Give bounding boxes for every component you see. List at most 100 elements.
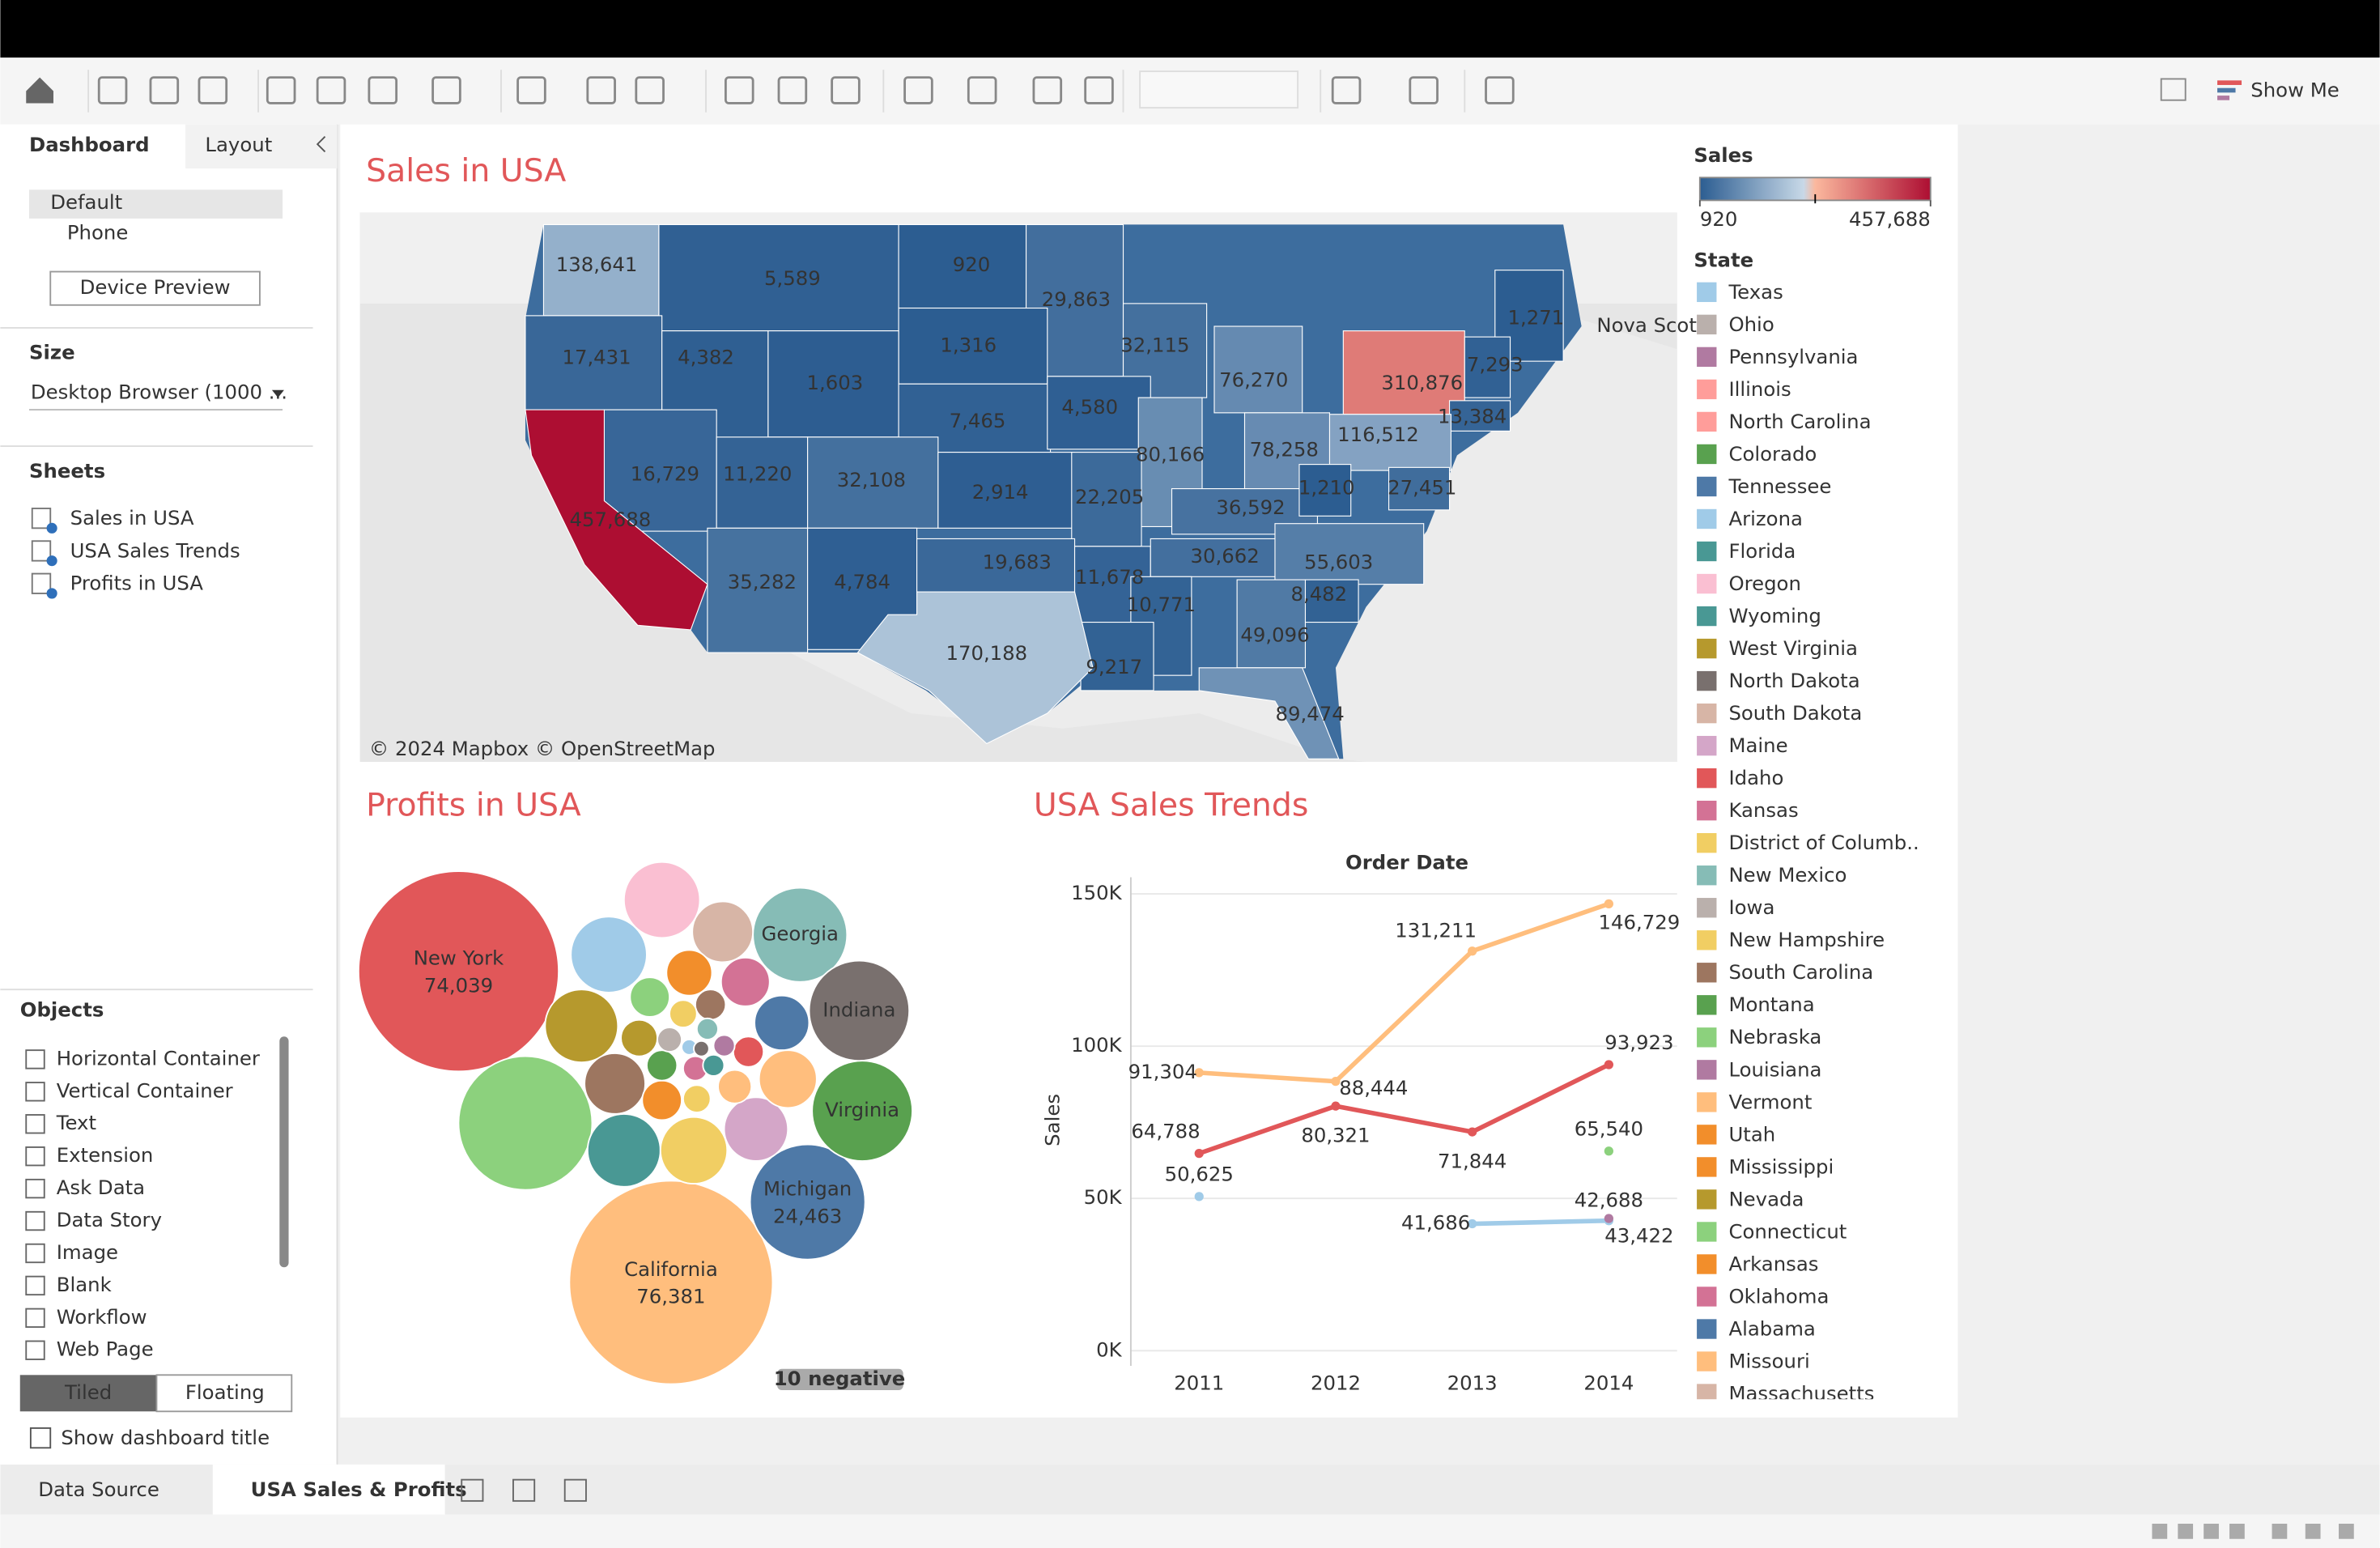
state-region[interactable]: [1080, 621, 1154, 691]
state-region[interactable]: [916, 538, 1076, 593]
bubble[interactable]: [811, 1060, 914, 1163]
bubble[interactable]: [665, 949, 713, 997]
data-point[interactable]: [1604, 1060, 1613, 1070]
state-region[interactable]: [898, 223, 1027, 309]
legend-item[interactable]: Montana: [1728, 993, 1814, 1016]
legend-item[interactable]: West Virginia: [1728, 636, 1857, 660]
toolbar-button[interactable]: [635, 76, 665, 104]
legend-item[interactable]: Nebraska: [1728, 1025, 1821, 1048]
bubble[interactable]: [720, 956, 771, 1007]
show-title-option[interactable]: Show dashboard title: [61, 1426, 270, 1449]
data-point[interactable]: [1468, 946, 1477, 956]
bubble[interactable]: [754, 994, 810, 1052]
active-tab[interactable]: [212, 1464, 445, 1515]
legend-item[interactable]: Arkansas: [1728, 1252, 1818, 1275]
bubble[interactable]: [712, 1034, 736, 1057]
toolbar-button[interactable]: [1032, 76, 1063, 104]
legend-item[interactable]: District of Columb..: [1728, 831, 1919, 854]
state-region[interactable]: [1071, 452, 1142, 547]
legend-item[interactable]: Iowa: [1728, 895, 1774, 919]
data-point[interactable]: [1604, 1214, 1613, 1223]
layout-tab[interactable]: [185, 124, 338, 169]
legend-item[interactable]: North Dakota: [1728, 669, 1859, 692]
bubble[interactable]: [357, 870, 560, 1073]
legend-item[interactable]: Massachusetts: [1728, 1381, 1874, 1405]
state-region[interactable]: [716, 436, 809, 529]
checkbox[interactable]: [29, 1427, 52, 1449]
bubble[interactable]: [570, 916, 648, 993]
state-region[interactable]: [1342, 330, 1465, 415]
object-item[interactable]: Text: [56, 1111, 96, 1134]
legend-item[interactable]: Maine: [1728, 734, 1787, 757]
object-item[interactable]: Workflow: [57, 1305, 147, 1329]
status-control[interactable]: [2178, 1524, 2194, 1539]
object-item[interactable]: Web Page: [57, 1337, 154, 1361]
toolbar-button[interactable]: [967, 76, 997, 104]
status-control[interactable]: [2272, 1524, 2288, 1539]
sheet-item[interactable]: USA Sales Trends: [70, 538, 240, 562]
legend-item[interactable]: Pennsylvania: [1728, 345, 1858, 368]
object-item[interactable]: Image: [57, 1240, 118, 1264]
legend-item[interactable]: Idaho: [1728, 766, 1783, 789]
status-control[interactable]: [2339, 1524, 2354, 1539]
data-point[interactable]: [1194, 1068, 1204, 1078]
state-region[interactable]: [1328, 414, 1451, 471]
state-region[interactable]: [856, 591, 1094, 745]
bubble[interactable]: [717, 1069, 753, 1104]
object-item[interactable]: Ask Data: [57, 1176, 145, 1199]
toolbar-button[interactable]: [1331, 76, 1362, 104]
status-control[interactable]: [2305, 1524, 2321, 1539]
legend-item[interactable]: North Carolina: [1728, 410, 1871, 433]
data-point[interactable]: [1604, 899, 1613, 909]
bubble[interactable]: [568, 1180, 774, 1385]
device-preview-button[interactable]: [49, 270, 261, 306]
object-item[interactable]: Vertical Container: [57, 1078, 234, 1102]
sheet-item[interactable]: Profits in USA: [70, 572, 204, 595]
legend-item[interactable]: Arizona: [1728, 507, 1803, 530]
toolbar-button[interactable]: [903, 76, 933, 104]
home-icon[interactable]: [26, 77, 53, 104]
collapse-arrow[interactable]: [316, 136, 326, 153]
legend-item[interactable]: Tennessee: [1728, 474, 1831, 498]
toolbar-button[interactable]: [831, 76, 861, 104]
object-item[interactable]: Blank: [57, 1273, 113, 1296]
bubble[interactable]: [623, 861, 701, 939]
bubble[interactable]: [584, 1052, 646, 1115]
data-source-tab[interactable]: Data Source: [38, 1478, 159, 1501]
bubble[interactable]: [723, 1096, 789, 1162]
legend-item[interactable]: Louisiana: [1728, 1057, 1821, 1081]
show-me[interactable]: Show Me: [2250, 78, 2339, 101]
new-sheet-button[interactable]: [461, 1478, 484, 1502]
legend-item[interactable]: Colorado: [1728, 442, 1817, 466]
toolbar-button[interactable]: [586, 76, 616, 104]
bubble[interactable]: [620, 1019, 658, 1057]
legend-item[interactable]: Nevada: [1728, 1187, 1804, 1210]
legend-item[interactable]: Connecticut: [1728, 1219, 1847, 1243]
size-dropdown[interactable]: Desktop Browser (1000 ...: [31, 380, 287, 403]
layout-mode[interactable]: Floating: [185, 1380, 265, 1404]
toolbar-button[interactable]: [431, 76, 461, 104]
legend-item[interactable]: Alabama: [1728, 1316, 1815, 1340]
legend-item[interactable]: Ohio: [1728, 313, 1774, 336]
tiled-button[interactable]: [19, 1375, 157, 1412]
status-control[interactable]: [2204, 1524, 2219, 1539]
status-control[interactable]: [2229, 1524, 2245, 1539]
bubble[interactable]: [641, 1079, 682, 1121]
legend-item[interactable]: South Dakota: [1728, 701, 1862, 725]
layout-mode[interactable]: Tiled: [64, 1380, 112, 1404]
state-region[interactable]: [1274, 523, 1425, 585]
toolbar-button[interactable]: [777, 76, 808, 104]
new-sheet-button[interactable]: [512, 1478, 536, 1502]
bubble[interactable]: [758, 1049, 818, 1109]
state-region[interactable]: [658, 223, 899, 332]
state-region[interactable]: [807, 436, 939, 529]
bubble[interactable]: [702, 1053, 725, 1077]
toolbar-button[interactable]: [1409, 76, 1439, 104]
state-region[interactable]: [525, 409, 708, 631]
state-region[interactable]: [1213, 325, 1303, 414]
toolbar-button[interactable]: [368, 76, 398, 104]
dashboard-tab[interactable]: Dashboard: [29, 133, 150, 156]
data-point[interactable]: [1331, 1077, 1341, 1087]
bubble[interactable]: [694, 989, 727, 1021]
data-point[interactable]: [1194, 1192, 1204, 1201]
